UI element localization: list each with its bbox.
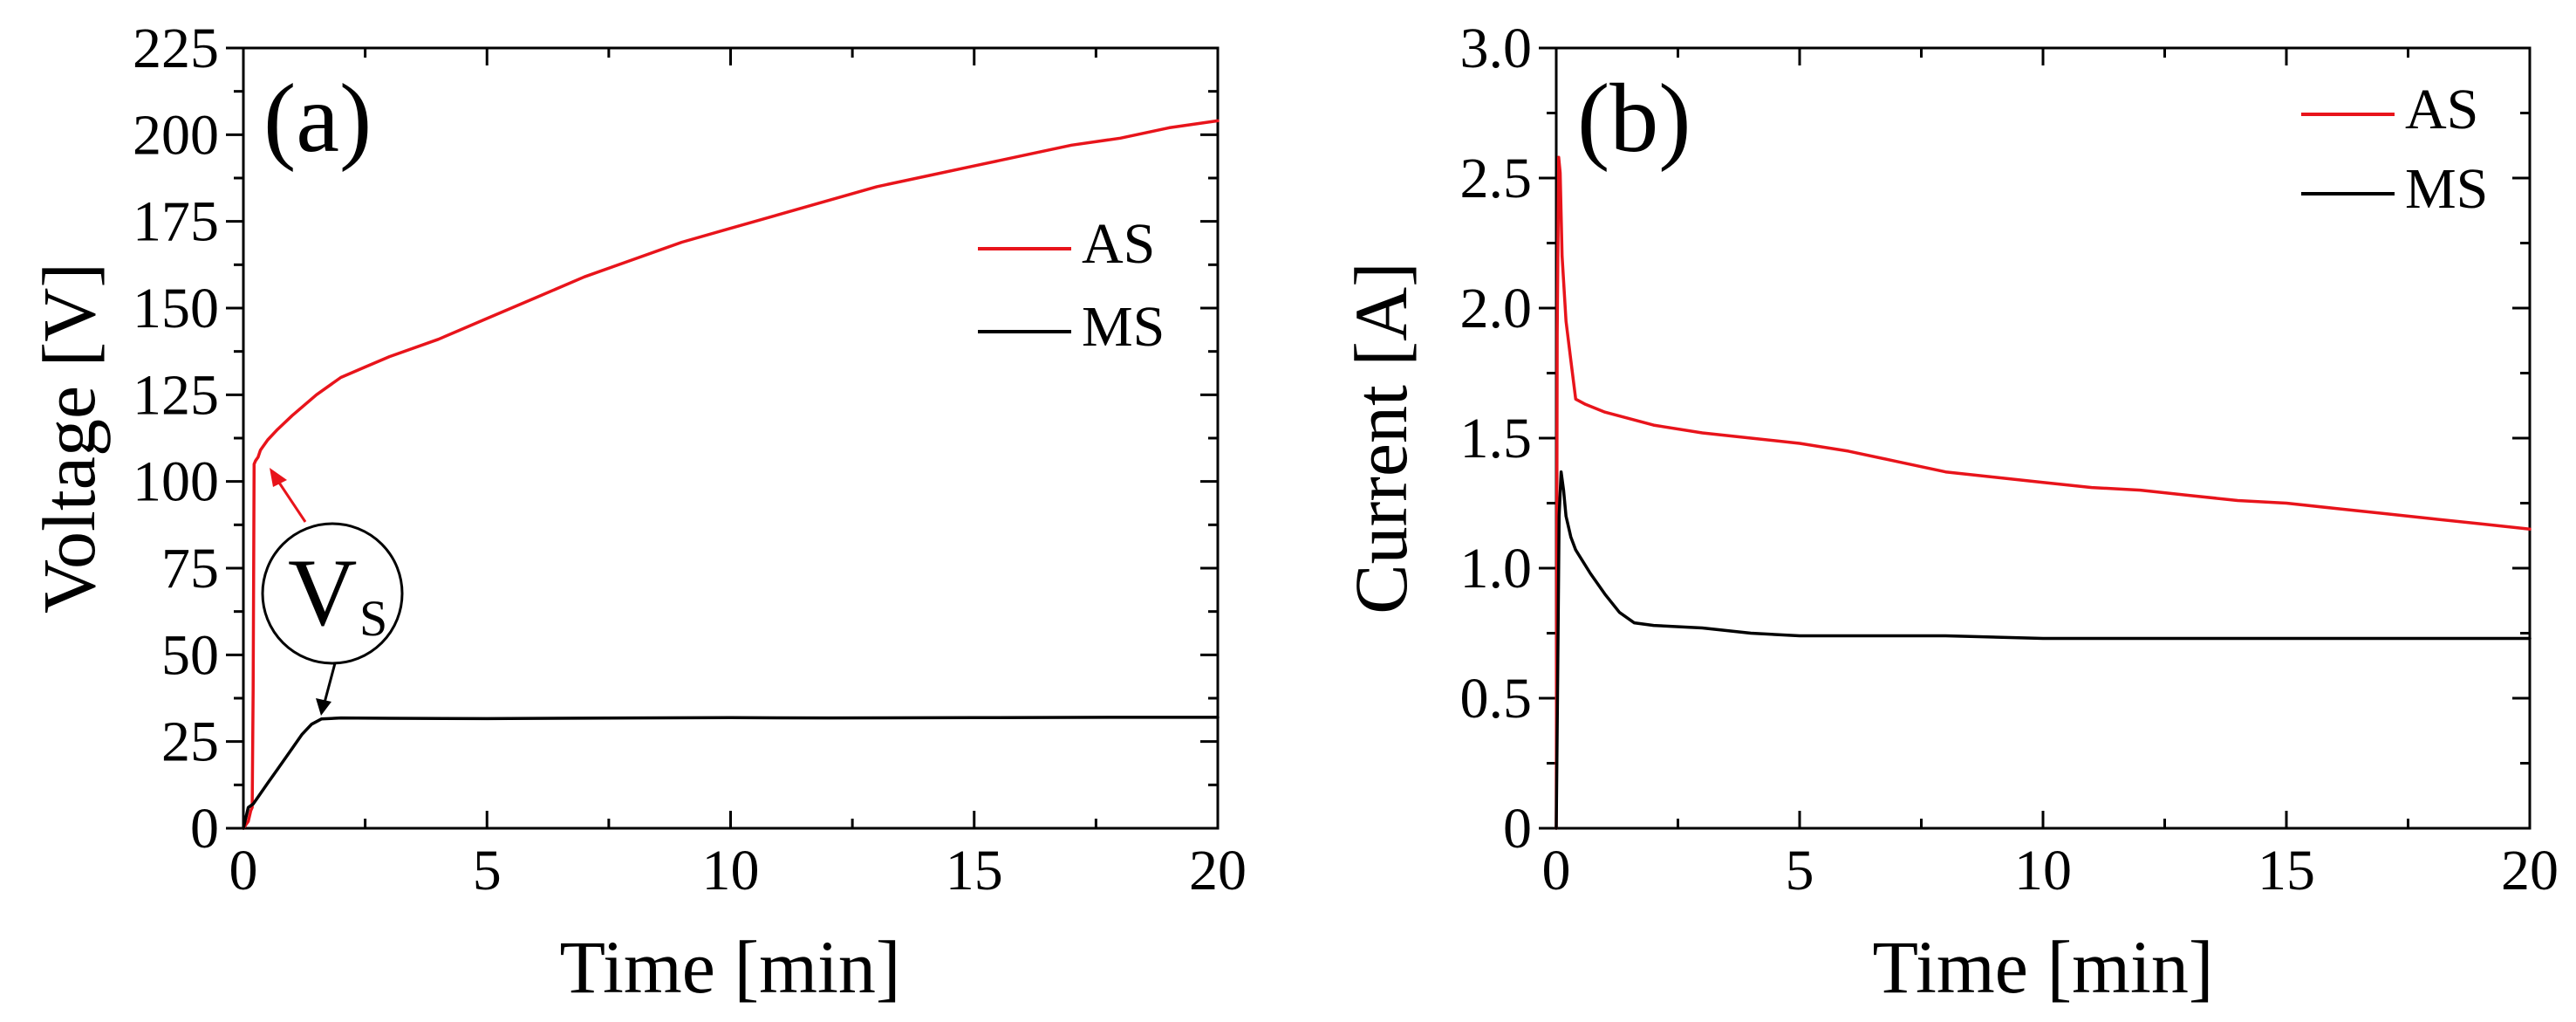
x-tick-label: 10: [702, 839, 760, 902]
y-tick-labels: 0 25 50 75 100 125 150 175 200 225: [133, 17, 219, 861]
panel-letter: (a): [263, 65, 372, 173]
y-tick-label: 125: [133, 363, 219, 427]
x-tick-label: 15: [946, 839, 1003, 902]
y-tick-label: 0: [190, 797, 219, 861]
x-tick-label: 10: [2014, 839, 2072, 902]
y-tick-label: 1.5: [1460, 407, 1533, 470]
x-tick-labels: 0 5 10 15 20: [229, 839, 1247, 902]
y-tick-label: 200: [133, 103, 219, 167]
y-tick-label: 25: [161, 710, 219, 774]
x-tick-labels: 0 5 10 15 20: [1542, 839, 2559, 902]
vs-annotation-circle: [261, 522, 404, 665]
y-tick-label: 150: [133, 277, 219, 340]
y-tick-label: 75: [161, 537, 219, 600]
legend-label-ms: MS: [1082, 295, 1165, 359]
y-tick-label: 3.0: [1460, 17, 1533, 80]
x-tick-label: 0: [1542, 839, 1571, 902]
tick-marks: [226, 46, 1220, 830]
vs-arrow-to-ms: [323, 662, 337, 703]
plot-frame: [1554, 46, 2532, 830]
plot-frame: [242, 46, 1220, 830]
y-tick-label: 0: [1503, 797, 1532, 861]
x-tick-label: 15: [2258, 839, 2315, 902]
series-lines: [242, 119, 1220, 830]
x-axis-title: Time [min]: [1872, 925, 2213, 1009]
legend: AS MS: [978, 212, 1165, 359]
panel-b-current-chart: 0 0.5 1.0 1.5 2.0 2.5 3.0 0 5 10 15 20 (b) Time [m…: [1339, 17, 2559, 1009]
y-tick-label: 0.5: [1460, 667, 1533, 730]
y-tick-label: 225: [133, 17, 219, 80]
tick-marks: [1539, 46, 2532, 830]
vs-arrowhead-as: [270, 468, 287, 487]
vs-annotation-label: V: [288, 539, 357, 646]
vs-arrow-to-as: [276, 479, 307, 523]
legend-label-as: AS: [2405, 78, 2478, 141]
panel-a-voltage-chart: 0 25 50 75 100 125 150 175 200 225 0 5 10 15 20 (a) T…: [27, 17, 1247, 1009]
vs-arrowhead-ms: [316, 698, 331, 716]
y-tick-label: 1.0: [1460, 537, 1533, 600]
y-tick-label: 50: [161, 623, 219, 687]
x-tick-label: 0: [229, 839, 258, 902]
y-axis-title: Voltage [V]: [27, 263, 111, 614]
x-tick-label: 5: [473, 839, 502, 902]
vs-annotation: V S: [261, 468, 404, 716]
series-line-ms: [1554, 470, 2532, 830]
x-axis-title: Time [min]: [559, 925, 900, 1009]
legend-label-ms: MS: [2405, 157, 2488, 221]
series-lines: [1554, 155, 2532, 830]
series-line-as: [1554, 155, 2532, 830]
series-line-as: [242, 119, 1220, 830]
x-tick-label: 20: [1189, 839, 1247, 902]
legend: AS MS: [2301, 78, 2488, 221]
x-tick-label: 20: [2501, 839, 2559, 902]
x-tick-label: 5: [1786, 839, 1814, 902]
series-line-ms: [242, 716, 1220, 830]
panel-letter: (b): [1577, 65, 1691, 173]
vs-annotation-subscript: S: [359, 590, 387, 647]
y-axis-title: Current [A]: [1339, 262, 1423, 614]
y-tick-labels: 0 0.5 1.0 1.5 2.0 2.5 3.0: [1460, 17, 1533, 861]
y-tick-label: 2.0: [1460, 277, 1533, 340]
legend-label-as: AS: [1082, 212, 1155, 276]
y-tick-label: 2.5: [1460, 147, 1533, 210]
y-tick-label: 100: [133, 450, 219, 514]
y-tick-label: 175: [133, 190, 219, 254]
